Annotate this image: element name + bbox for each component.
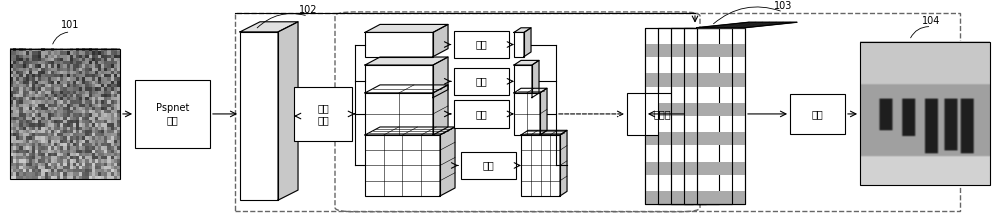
Bar (671, 103, 719, 116)
Bar (645, 103, 693, 116)
Text: 102: 102 (299, 5, 317, 15)
Text: 卷积: 卷积 (483, 160, 494, 171)
Bar (684, 44, 732, 57)
Polygon shape (365, 57, 448, 65)
Text: 104: 104 (922, 16, 941, 26)
Bar (365, 93, 433, 135)
Polygon shape (440, 127, 455, 196)
Bar (645, 44, 693, 57)
Polygon shape (521, 130, 567, 135)
Bar (135, 80, 210, 148)
Bar (645, 162, 693, 175)
Bar (658, 162, 706, 175)
Bar (365, 32, 433, 57)
Text: 卷积: 卷积 (812, 109, 823, 119)
Text: Pspnet
网络: Pspnet 网络 (156, 103, 189, 125)
Bar (454, 68, 509, 95)
Bar (627, 93, 697, 135)
Bar (790, 94, 845, 134)
Bar (658, 44, 706, 57)
Bar (240, 32, 278, 200)
Bar (671, 73, 719, 87)
Bar (684, 28, 732, 204)
Bar (697, 44, 745, 57)
Bar (697, 191, 745, 204)
Bar (697, 103, 745, 116)
Text: 卷积: 卷积 (476, 109, 487, 119)
Polygon shape (540, 88, 547, 135)
Polygon shape (278, 22, 298, 200)
Text: 全局
池化: 全局 池化 (317, 103, 329, 125)
Bar (645, 191, 693, 204)
Text: 卷积: 卷积 (476, 39, 487, 49)
Polygon shape (240, 22, 298, 32)
Bar (645, 28, 693, 204)
Bar (658, 191, 706, 204)
Bar (671, 28, 719, 204)
Bar (365, 65, 433, 98)
Bar (514, 65, 532, 98)
Polygon shape (365, 85, 448, 93)
Bar (697, 162, 745, 175)
Polygon shape (433, 57, 448, 98)
Bar (671, 191, 719, 204)
Bar (461, 152, 516, 179)
Polygon shape (433, 85, 448, 135)
Polygon shape (697, 22, 797, 28)
Bar (684, 132, 732, 145)
Bar (671, 44, 719, 57)
Bar (10, 49, 120, 179)
Bar (684, 28, 732, 204)
Bar (684, 73, 732, 87)
Bar (684, 103, 732, 116)
Bar (697, 28, 745, 204)
Bar (514, 32, 524, 57)
Polygon shape (532, 60, 539, 98)
Bar (697, 132, 745, 145)
Text: 103: 103 (774, 1, 792, 11)
Bar (671, 162, 719, 175)
Bar (514, 93, 540, 135)
Bar (645, 28, 693, 204)
Bar (454, 31, 509, 58)
Polygon shape (524, 28, 531, 57)
Polygon shape (514, 28, 531, 32)
Polygon shape (433, 25, 448, 57)
Bar (454, 100, 509, 128)
Bar (658, 28, 706, 204)
Bar (365, 135, 440, 196)
Bar (658, 73, 706, 87)
Bar (860, 42, 990, 186)
Bar (671, 132, 719, 145)
Bar (521, 135, 560, 196)
Bar (645, 132, 693, 145)
Text: 101: 101 (61, 20, 80, 30)
Bar (684, 191, 732, 204)
Bar (671, 28, 719, 204)
Bar (658, 132, 706, 145)
Text: 卷积: 卷积 (476, 76, 487, 86)
Bar (697, 73, 745, 87)
Polygon shape (514, 88, 547, 93)
Bar (697, 28, 745, 204)
Bar (658, 103, 706, 116)
Polygon shape (514, 60, 539, 65)
Bar (645, 73, 693, 87)
Polygon shape (365, 127, 455, 135)
Bar (684, 162, 732, 175)
Text: 升采样: 升采样 (653, 109, 671, 119)
Bar (658, 28, 706, 204)
Polygon shape (365, 25, 448, 32)
Bar (294, 87, 352, 141)
Polygon shape (560, 130, 567, 196)
